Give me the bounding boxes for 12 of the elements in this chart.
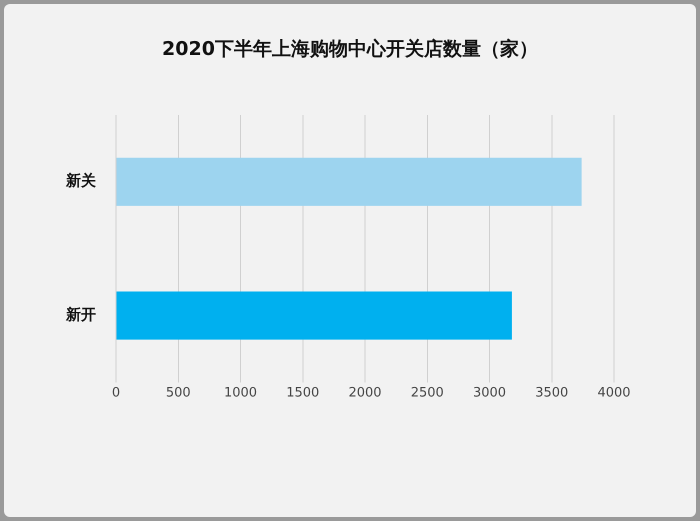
y-tick-label: 新开 — [65, 305, 96, 324]
y-tick-label: 新关 — [65, 172, 96, 190]
x-tick-label: 3500 — [535, 386, 568, 401]
x-tick-label: 1000 — [224, 386, 258, 401]
x-tick-label: 1500 — [286, 386, 320, 401]
x-tick-label: 3000 — [472, 386, 506, 401]
x-tick-label: 2500 — [410, 386, 444, 401]
x-tick-label: 4000 — [597, 386, 631, 401]
chart-title: 2020下半年上海购物中心开关店数量（家） — [161, 37, 539, 62]
x-tick-label: 2000 — [348, 386, 382, 401]
x-tick-label: 0 — [112, 386, 120, 401]
x-tick-label: 500 — [166, 386, 191, 401]
